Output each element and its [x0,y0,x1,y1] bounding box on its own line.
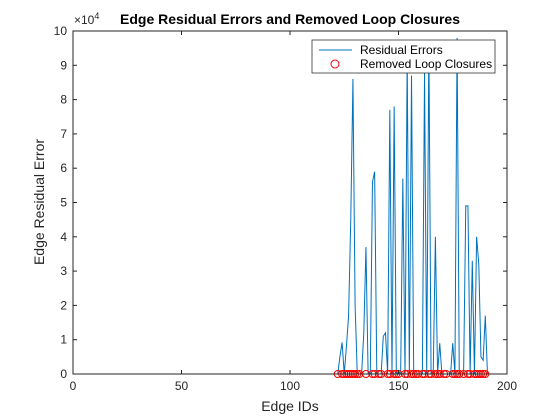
chart-title: Edge Residual Errors and Removed Loop Cl… [120,11,460,27]
y-tick-label: 6 [60,161,67,175]
x-axis-label: Edge IDs [261,398,319,414]
legend: Residual Errors Removed Loop Closures [311,39,496,74]
plot-area [73,31,507,374]
x-tick-label: 100 [280,379,300,393]
y-tick-label: 10 [54,24,68,38]
legend-residual-errors: Residual Errors [360,43,443,57]
legend-removed-loop-closures: Removed Loop Closures [360,57,492,71]
x-tick-label: 150 [388,379,408,393]
y-exponent-label: ×104 [74,11,99,27]
y-tick-label: 7 [60,127,67,141]
x-ticks: 0 50 100 150 200 [70,31,517,393]
y-tick-label: 8 [60,93,67,107]
y-tick-label: 1 [60,333,67,347]
y-tick-label: 2 [60,298,67,312]
x-tick-label: 50 [175,379,189,393]
x-tick-label: 0 [70,379,77,393]
y-tick-label: 5 [60,196,67,210]
x-tick-label: 200 [497,379,517,393]
y-ticks: 0 1 2 3 4 5 6 7 8 9 10 [54,24,507,381]
y-tick-label: 4 [60,230,67,244]
legend-marker-swatch [330,59,340,69]
legend-box [311,39,496,74]
y-tick-label: 0 [60,367,67,381]
y-axis-label: Edge Residual Error [31,139,47,265]
y-tick-label: 3 [60,264,67,278]
y-tick-label: 9 [60,58,67,72]
